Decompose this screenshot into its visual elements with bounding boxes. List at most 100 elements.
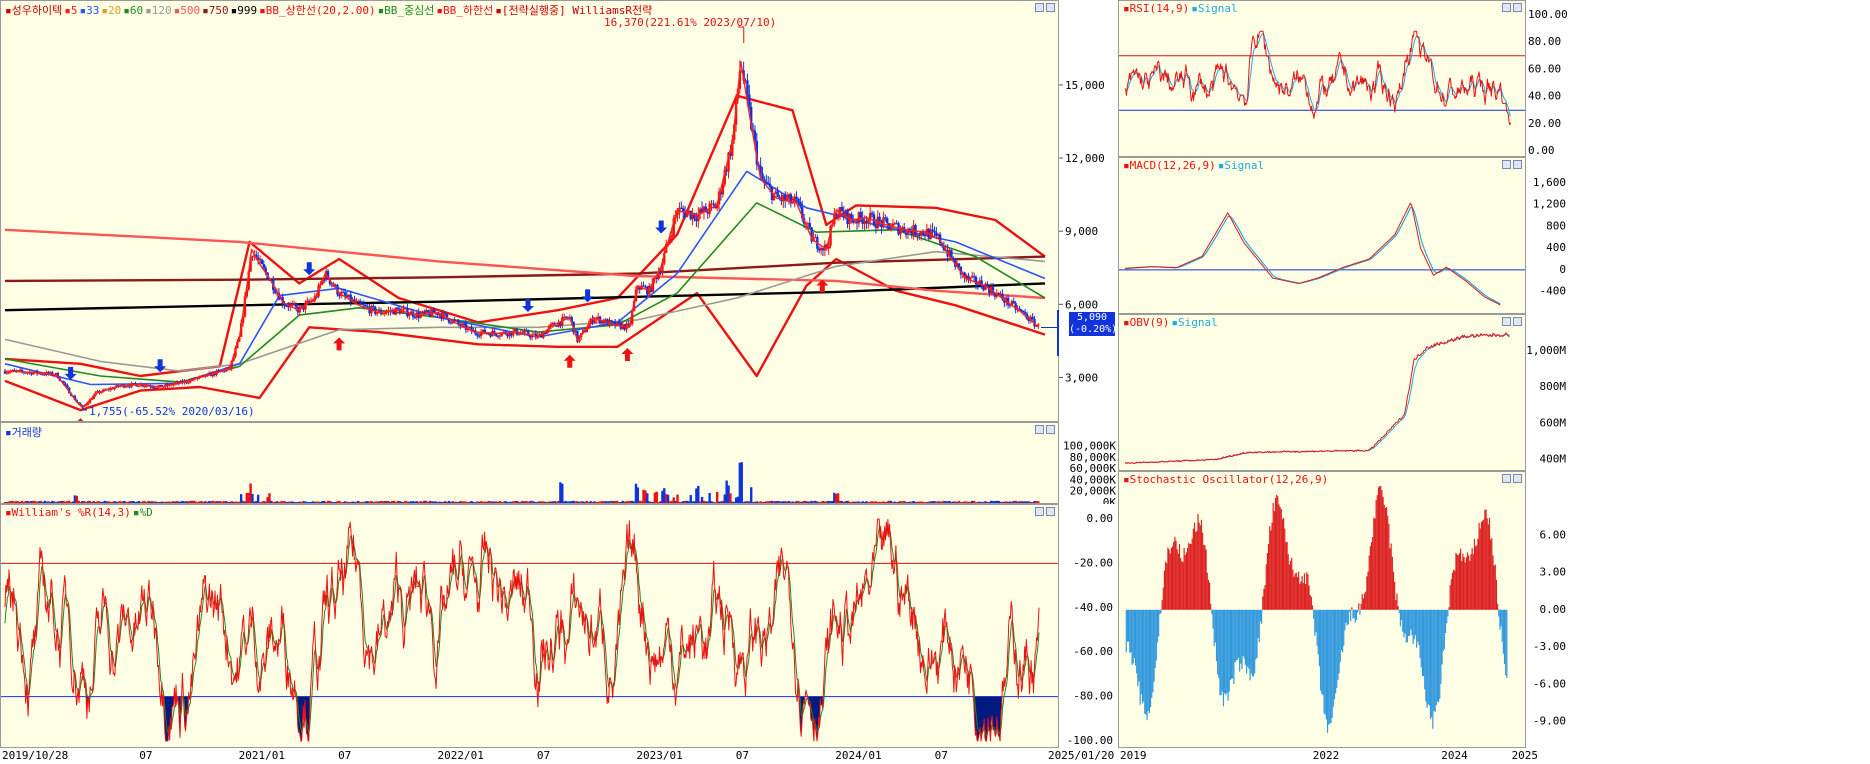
candle — [683, 211, 687, 218]
minimize-panel-button[interactable] — [1502, 317, 1511, 326]
x-tick-label: 2019/10/28 — [2, 749, 69, 762]
volume-bar — [430, 501, 434, 503]
legend-item[interactable]: ▪120 — [145, 4, 172, 17]
volume-bar — [950, 501, 953, 503]
volume-bar — [544, 501, 547, 503]
candle — [818, 248, 821, 251]
minimize-panel-button[interactable] — [1035, 507, 1044, 516]
volume-bar — [198, 501, 201, 503]
volume-bar — [117, 501, 120, 503]
candle — [655, 277, 658, 280]
volume-bar — [455, 501, 458, 503]
volume-bar — [982, 501, 985, 503]
minimize-panel-button[interactable] — [1502, 474, 1511, 483]
obv-panel[interactable]: ▪OBV(9) ▪Signal — [1118, 314, 1526, 471]
minimize-panel-button[interactable] — [1035, 3, 1044, 12]
macd-chart — [1119, 202, 1525, 306]
volume-bar — [375, 501, 379, 503]
rsi-panel[interactable]: ▪RSI(14,9) ▪Signal — [1118, 0, 1526, 157]
close-panel-button[interactable] — [1513, 160, 1522, 169]
y-tick-label: -60.00 — [1073, 645, 1113, 658]
volume-bar — [330, 501, 334, 503]
y-tick-label: 0.00 — [1540, 603, 1567, 616]
candle — [897, 223, 900, 235]
minimize-panel-button[interactable] — [1502, 160, 1511, 169]
volume-bar — [1020, 501, 1023, 503]
volume-bar — [636, 487, 640, 503]
volume-bar — [895, 502, 898, 503]
williams-r-panel[interactable]: ▪William's %R(14,3) ▪%D — [0, 504, 1059, 748]
candle — [638, 287, 641, 290]
bollinger-lower-line — [4, 257, 1046, 412]
volume-bar — [855, 501, 859, 503]
legend-item[interactable]: ▪750 — [202, 4, 229, 17]
close-panel-button[interactable] — [1513, 3, 1522, 12]
volume-bar — [77, 500, 80, 503]
close-panel-button[interactable] — [1046, 3, 1055, 12]
legend-item[interactable]: ▪BB_중심선 — [377, 4, 435, 17]
candle — [86, 403, 90, 405]
close-panel-button[interactable] — [1513, 474, 1522, 483]
candle — [355, 300, 358, 303]
legend-item[interactable]: ▪거래량 — [5, 426, 42, 439]
legend-item[interactable]: ▪Signal — [1217, 159, 1265, 172]
macd-panel[interactable]: ▪MACD(12,26,9) ▪Signal — [1118, 157, 1526, 314]
volume-bar — [629, 500, 632, 503]
volume-bar — [804, 500, 808, 503]
high-annotation: 16,370(221.61% 2023/07/10) — [604, 16, 777, 29]
price-chart[interactable] — [1, 1, 1059, 422]
candle — [772, 193, 776, 200]
volume-panel[interactable]: ▪거래량 — [0, 422, 1059, 504]
legend-item[interactable]: ▪MACD(12,26,9) — [1123, 159, 1216, 172]
volume-bar — [530, 500, 534, 503]
volume-bar — [1005, 501, 1008, 503]
rsi-signal-line — [1124, 32, 1512, 117]
legend-item[interactable]: ▪BB_하한선 — [436, 4, 494, 17]
candle — [306, 300, 309, 303]
legend-item[interactable]: ▪33 — [79, 4, 100, 17]
candle — [249, 257, 252, 272]
volume-bar — [757, 502, 760, 503]
volume-bar — [935, 501, 938, 503]
volume-bar — [710, 501, 713, 503]
price-chart-panel[interactable]: ▪성우하이텍 ▪5 ▪33 ▪20 ▪60 ▪120 ▪500 ▪750 ▪999 ▪BB_상한선… — [0, 0, 1059, 422]
legend-item[interactable]: ▪William's %R(14,3) — [5, 506, 131, 519]
candle — [821, 248, 825, 251]
close-panel-button[interactable] — [1046, 507, 1055, 516]
close-panel-button[interactable] — [1046, 425, 1055, 434]
candle — [79, 403, 82, 406]
candle — [1020, 309, 1023, 311]
candle — [493, 330, 496, 334]
legend-item[interactable]: ▪Stochastic Oscillator(12,26,9) — [1123, 473, 1329, 486]
legend-item[interactable]: ▪Signal — [1171, 316, 1218, 329]
stochastic-panel[interactable]: ▪Stochastic Oscillator(12,26,9) — [1118, 471, 1526, 748]
volume-bar — [778, 501, 781, 503]
legend-item[interactable]: ▪성우하이텍 — [5, 4, 63, 17]
volume-bar — [969, 501, 972, 503]
volume-bar — [972, 501, 976, 503]
volume-bar — [880, 502, 883, 503]
volume-bar — [515, 501, 519, 503]
candle — [630, 310, 634, 324]
legend-item[interactable]: ▪%D — [132, 506, 153, 519]
volume-bar — [753, 501, 757, 503]
volume-bar — [908, 501, 912, 503]
legend-item[interactable]: ▪Signal — [1191, 2, 1238, 15]
volume-bar — [901, 501, 904, 503]
legend-item[interactable]: ▪BB_상한선(20,2.00) — [259, 4, 376, 17]
minimize-panel-button[interactable] — [1502, 3, 1511, 12]
close-panel-button[interactable] — [1513, 317, 1522, 326]
minimize-panel-button[interactable] — [1035, 425, 1044, 434]
candle — [528, 335, 532, 338]
legend-item[interactable]: ▪[전략실행중] WilliamsR전략 — [495, 4, 653, 17]
legend-item[interactable]: ▪60 — [123, 4, 144, 17]
legend-item[interactable]: ▪RSI(14,9) — [1123, 2, 1190, 15]
legend-item[interactable]: ▪500 — [173, 4, 201, 17]
legend-item[interactable]: ▪20 — [101, 4, 122, 17]
candle — [782, 194, 785, 202]
legend-item[interactable]: ▪999 — [230, 4, 258, 17]
legend-item[interactable]: ▪OBV(9) — [1123, 316, 1170, 329]
legend-item[interactable]: ▪5 — [64, 4, 78, 17]
candle — [670, 235, 674, 238]
volume-bar — [634, 483, 638, 503]
